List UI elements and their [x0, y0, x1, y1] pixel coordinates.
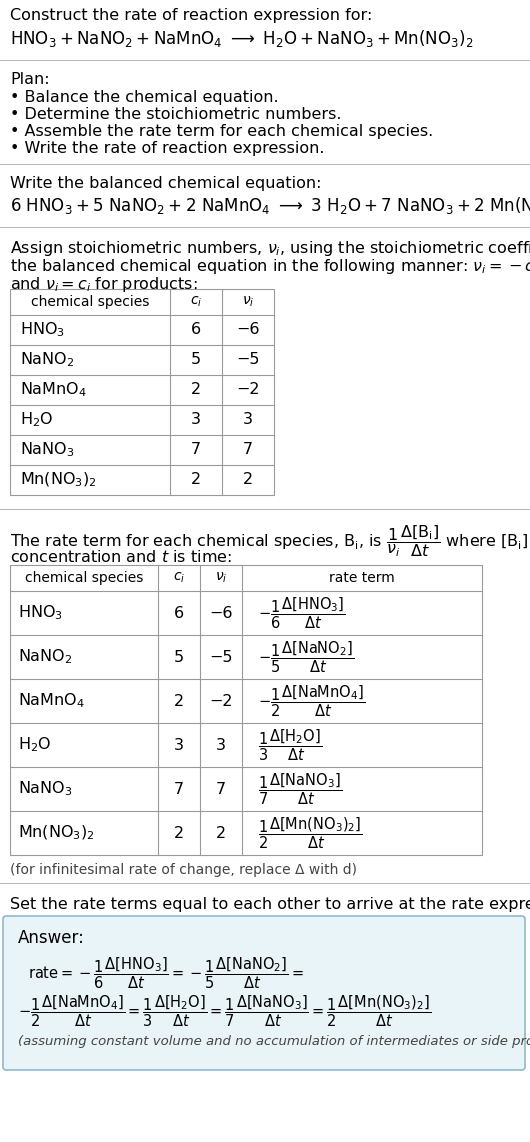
- Text: $\mathrm{H_2O}$: $\mathrm{H_2O}$: [18, 735, 51, 755]
- Text: −5: −5: [236, 353, 260, 368]
- Text: −2: −2: [236, 383, 260, 397]
- Text: 2: 2: [191, 473, 201, 488]
- Text: $\mathrm{NaNO_2}$: $\mathrm{NaNO_2}$: [18, 648, 73, 666]
- Text: 7: 7: [243, 442, 253, 458]
- FancyBboxPatch shape: [3, 916, 525, 1070]
- Text: Set the rate terms equal to each other to arrive at the rate expression:: Set the rate terms equal to each other t…: [10, 896, 530, 912]
- Text: 2: 2: [243, 473, 253, 488]
- Text: 2: 2: [191, 383, 201, 397]
- Text: −5: −5: [209, 650, 233, 665]
- Text: $-\dfrac{1}{2}\dfrac{\Delta[\mathrm{NaMnO_4}]}{\Delta t} = \dfrac{1}{3}\dfrac{\D: $-\dfrac{1}{2}\dfrac{\Delta[\mathrm{NaMn…: [18, 994, 431, 1029]
- Text: −2: −2: [209, 693, 233, 708]
- Text: 5: 5: [191, 353, 201, 368]
- Text: $\mathrm{NaNO_3}$: $\mathrm{NaNO_3}$: [20, 441, 75, 459]
- Text: −6: −6: [209, 605, 233, 620]
- Text: (for infinitesimal rate of change, replace Δ with d): (for infinitesimal rate of change, repla…: [10, 863, 357, 877]
- Text: rate term: rate term: [329, 571, 395, 585]
- Text: 7: 7: [174, 781, 184, 796]
- Text: • Assemble the rate term for each chemical species.: • Assemble the rate term for each chemic…: [10, 124, 433, 139]
- Text: • Write the rate of reaction expression.: • Write the rate of reaction expression.: [10, 140, 324, 156]
- Text: chemical species: chemical species: [25, 571, 143, 585]
- Text: 5: 5: [174, 650, 184, 665]
- Text: (assuming constant volume and no accumulation of intermediates or side products): (assuming constant volume and no accumul…: [18, 1035, 530, 1048]
- Text: 6: 6: [191, 322, 201, 338]
- Text: $\mathrm{NaNO_2}$: $\mathrm{NaNO_2}$: [20, 351, 74, 369]
- Text: $\mathrm{HNO_3}$: $\mathrm{HNO_3}$: [18, 604, 63, 622]
- Text: and $\nu_i = c_i$ for products:: and $\nu_i = c_i$ for products:: [10, 275, 198, 293]
- Text: $\mathrm{NaMnO_4}$: $\mathrm{NaMnO_4}$: [18, 692, 85, 710]
- Text: 6: 6: [174, 605, 184, 620]
- Text: concentration and $t$ is time:: concentration and $t$ is time:: [10, 549, 232, 565]
- Text: $-\dfrac{1}{5}\dfrac{\Delta[\mathrm{NaNO_2}]}{\Delta t}$: $-\dfrac{1}{5}\dfrac{\Delta[\mathrm{NaNO…: [258, 640, 354, 675]
- Text: $\mathrm{HNO_3 + NaNO_2 + NaMnO_4\ \longrightarrow\ H_2O + NaNO_3 + Mn(NO_3)_2}$: $\mathrm{HNO_3 + NaNO_2 + NaMnO_4\ \long…: [10, 29, 473, 49]
- Text: $\mathrm{Mn(NO_3)_2}$: $\mathrm{Mn(NO_3)_2}$: [18, 823, 95, 842]
- Bar: [10, 289, 274, 494]
- Text: Plan:: Plan:: [10, 72, 50, 87]
- Text: • Determine the stoichiometric numbers.: • Determine the stoichiometric numbers.: [10, 107, 341, 122]
- Text: $-\dfrac{1}{2}\dfrac{\Delta[\mathrm{NaMnO_4}]}{\Delta t}$: $-\dfrac{1}{2}\dfrac{\Delta[\mathrm{NaMn…: [258, 683, 365, 718]
- Text: The rate term for each chemical species, $\mathrm{B_i}$, is $\dfrac{1}{\nu_i}\df: The rate term for each chemical species,…: [10, 523, 530, 558]
- Text: $c_i$: $c_i$: [190, 295, 202, 309]
- Text: Write the balanced chemical equation:: Write the balanced chemical equation:: [10, 176, 322, 191]
- Text: 7: 7: [216, 781, 226, 796]
- Text: $\mathrm{HNO_3}$: $\mathrm{HNO_3}$: [20, 321, 65, 339]
- Text: chemical species: chemical species: [31, 295, 149, 309]
- Text: Construct the rate of reaction expression for:: Construct the rate of reaction expressio…: [10, 8, 373, 23]
- Text: $\mathrm{H_2O}$: $\mathrm{H_2O}$: [20, 411, 54, 429]
- Text: $\mathrm{Mn(NO_3)_2}$: $\mathrm{Mn(NO_3)_2}$: [20, 471, 97, 489]
- Text: $c_i$: $c_i$: [173, 571, 185, 585]
- Text: 3: 3: [174, 738, 184, 753]
- Text: $\dfrac{1}{3}\dfrac{\Delta[\mathrm{H_2O}]}{\Delta t}$: $\dfrac{1}{3}\dfrac{\Delta[\mathrm{H_2O}…: [258, 727, 322, 763]
- Text: 3: 3: [216, 738, 226, 753]
- Bar: [10, 565, 482, 855]
- Text: $\mathrm{rate} = -\dfrac{1}{6}\dfrac{\Delta[\mathrm{HNO_3}]}{\Delta t} = -\dfrac: $\mathrm{rate} = -\dfrac{1}{6}\dfrac{\De…: [28, 955, 304, 990]
- Text: $-\dfrac{1}{6}\dfrac{\Delta[\mathrm{HNO_3}]}{\Delta t}$: $-\dfrac{1}{6}\dfrac{\Delta[\mathrm{HNO_…: [258, 595, 346, 630]
- Text: $\nu_i$: $\nu_i$: [242, 295, 254, 309]
- Text: $\mathrm{NaMnO_4}$: $\mathrm{NaMnO_4}$: [20, 380, 87, 400]
- Text: 2: 2: [174, 826, 184, 841]
- Text: $\mathrm{6\ HNO_3 + 5\ NaNO_2 + 2\ NaMnO_4\ \longrightarrow\ 3\ H_2O + 7\ NaNO_3: $\mathrm{6\ HNO_3 + 5\ NaNO_2 + 2\ NaMnO…: [10, 195, 530, 216]
- Text: 2: 2: [216, 826, 226, 841]
- Text: $\dfrac{1}{2}\dfrac{\Delta[\mathrm{Mn(NO_3)_2}]}{\Delta t}$: $\dfrac{1}{2}\dfrac{\Delta[\mathrm{Mn(NO…: [258, 815, 363, 851]
- Text: 3: 3: [191, 412, 201, 427]
- Text: 7: 7: [191, 442, 201, 458]
- Text: the balanced chemical equation in the following manner: $\nu_i = -c_i$ for react: the balanced chemical equation in the fo…: [10, 257, 530, 276]
- Text: $\dfrac{1}{7}\dfrac{\Delta[\mathrm{NaNO_3}]}{\Delta t}$: $\dfrac{1}{7}\dfrac{\Delta[\mathrm{NaNO_…: [258, 771, 342, 806]
- Text: Answer:: Answer:: [18, 928, 85, 947]
- Text: 2: 2: [174, 693, 184, 708]
- Text: Assign stoichiometric numbers, $\nu_i$, using the stoichiometric coefficients, $: Assign stoichiometric numbers, $\nu_i$, …: [10, 239, 530, 258]
- Text: $\mathrm{NaNO_3}$: $\mathrm{NaNO_3}$: [18, 780, 73, 798]
- Text: −6: −6: [236, 322, 260, 338]
- Text: • Balance the chemical equation.: • Balance the chemical equation.: [10, 90, 279, 105]
- Text: 3: 3: [243, 412, 253, 427]
- Text: $\nu_i$: $\nu_i$: [215, 571, 227, 585]
